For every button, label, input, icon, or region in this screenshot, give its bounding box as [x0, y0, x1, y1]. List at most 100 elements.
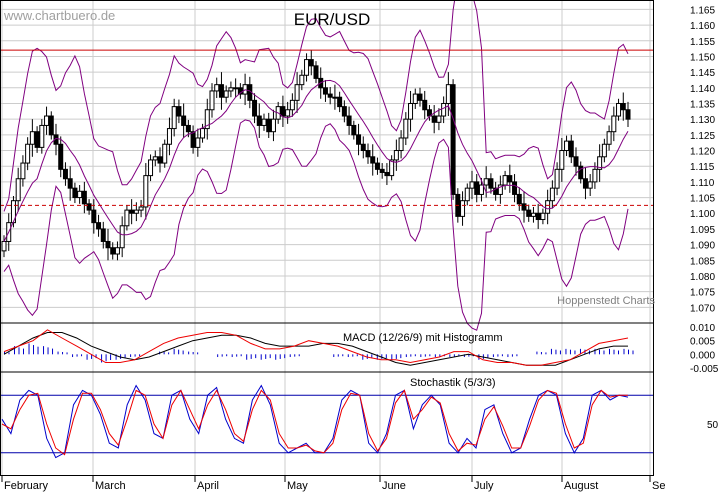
- price-tick-label: 1.140: [690, 84, 715, 95]
- candle-down: [431, 115, 437, 123]
- candle-up: [148, 159, 154, 177]
- candle-down: [512, 181, 518, 195]
- plot-frame: [0, 0, 654, 476]
- price-tick-label: 1.070: [690, 303, 715, 314]
- candle-up: [441, 102, 447, 117]
- macd-panel: [0, 329, 634, 366]
- candle-down: [176, 106, 182, 117]
- candle-up: [294, 84, 300, 101]
- month-label: June: [382, 480, 406, 492]
- candle-down: [535, 212, 541, 221]
- price-tick-label: 1.155: [690, 37, 715, 48]
- candle-up: [29, 131, 35, 145]
- candle-down: [568, 140, 574, 158]
- candle-up: [124, 209, 130, 227]
- price-panel: [0, 0, 653, 331]
- candle-down: [280, 106, 286, 117]
- candle-up: [39, 124, 45, 148]
- macd-tick-label: 0.000: [690, 350, 715, 361]
- candle-up: [77, 190, 83, 199]
- price-tick-label: 1.090: [690, 241, 715, 252]
- price-tick-label: 1.080: [690, 272, 715, 283]
- candle-down: [81, 190, 87, 205]
- candle-down: [351, 124, 357, 136]
- month-label: July: [474, 480, 494, 492]
- stochastic-panel: [0, 384, 653, 459]
- candle-up: [393, 150, 399, 161]
- candle-up: [412, 93, 418, 104]
- candle-up: [304, 59, 310, 76]
- candle-down: [507, 175, 513, 183]
- candle-down: [252, 99, 258, 117]
- price-tick-label: 1.100: [690, 209, 715, 220]
- price-tick-label: 1.150: [690, 52, 715, 63]
- candle-up: [403, 118, 409, 139]
- candle-down: [374, 162, 380, 170]
- candle-up: [398, 137, 404, 152]
- candle-up: [133, 209, 139, 214]
- macd-label: MACD (12/26/9) mit Histogramm: [343, 332, 503, 344]
- grid-layer: [0, 0, 653, 476]
- candle-down: [53, 134, 59, 145]
- bollinger-upper: [3, 0, 629, 212]
- candle-up: [460, 200, 466, 217]
- candle-down: [578, 165, 584, 180]
- bollinger-middle: [3, 79, 629, 242]
- candle-up: [389, 159, 395, 177]
- chart-title: EUR/USD: [294, 10, 371, 29]
- candle-down: [337, 96, 343, 108]
- candle-down: [370, 156, 376, 164]
- candle-down: [181, 115, 187, 126]
- candle-down: [72, 187, 78, 199]
- candle-up: [549, 187, 555, 202]
- candle-up: [195, 137, 201, 148]
- candle-up: [214, 84, 220, 92]
- candle-down: [157, 156, 163, 164]
- candle-down: [110, 247, 116, 255]
- candle-up: [228, 87, 234, 92]
- candle-up: [478, 184, 484, 195]
- candle-down: [422, 99, 428, 111]
- candle-up: [1, 240, 7, 252]
- candle-up: [564, 140, 570, 152]
- candle-up: [270, 118, 276, 133]
- candle-up: [204, 109, 210, 130]
- stochastic-label: Stochastik (5/3/3): [410, 377, 496, 389]
- price-tick-label: 1.160: [690, 21, 715, 32]
- candle-up: [497, 184, 503, 195]
- candle-down: [67, 178, 73, 189]
- candle-down: [237, 87, 243, 95]
- candle-down: [322, 87, 328, 95]
- watermark: www.chartbuero.de: [3, 8, 115, 23]
- candle-down: [48, 115, 54, 136]
- stochastic-tick-label: 50: [707, 420, 719, 431]
- candle-up: [285, 109, 291, 117]
- candle-up: [597, 156, 603, 170]
- candle-down: [256, 115, 262, 126]
- candle-up: [502, 175, 508, 186]
- candle-down: [384, 171, 390, 177]
- candle-up: [540, 212, 546, 221]
- candle-up: [611, 115, 617, 133]
- candle-up: [233, 87, 239, 90]
- candle-down: [100, 228, 106, 242]
- candle-up: [152, 156, 158, 161]
- candle-up: [554, 168, 560, 189]
- candle-up: [20, 162, 26, 180]
- price-tick-label: 1.125: [690, 131, 715, 142]
- candle-up: [44, 115, 50, 126]
- month-label: February: [4, 480, 49, 492]
- candle-down: [516, 193, 522, 205]
- month-label: April: [197, 480, 219, 492]
- price-tick-label: 1.085: [690, 256, 715, 267]
- candle-down: [327, 93, 333, 98]
- candle-up: [162, 143, 168, 164]
- price-tick-label: 1.165: [690, 5, 715, 16]
- candle-down: [582, 178, 588, 189]
- candle-down: [58, 143, 64, 170]
- candle-down: [308, 59, 314, 67]
- price-tick-label: 1.130: [690, 115, 715, 126]
- candle-up: [209, 90, 215, 111]
- price-tick-label: 1.115: [690, 162, 715, 173]
- candle-up: [464, 187, 470, 202]
